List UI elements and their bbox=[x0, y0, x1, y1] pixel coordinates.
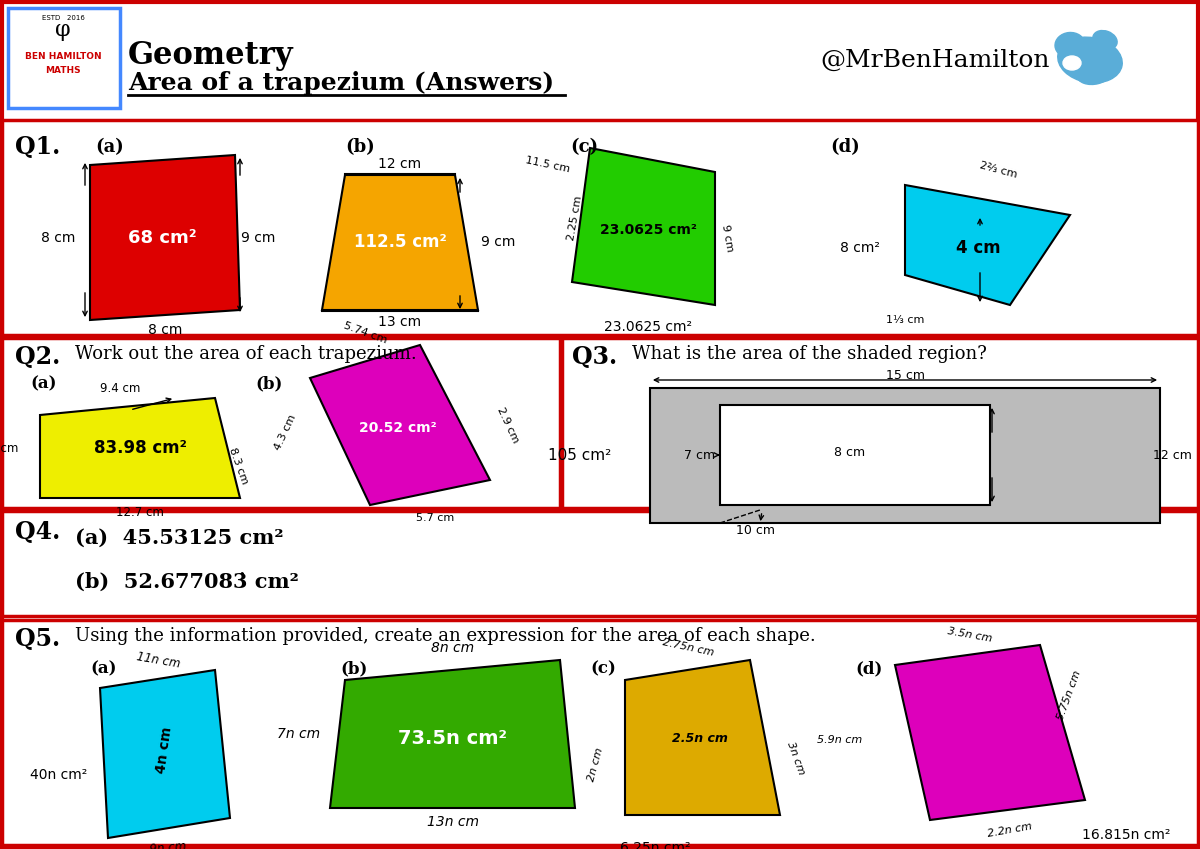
Text: 20.52 cm²: 20.52 cm² bbox=[359, 421, 437, 435]
Text: 2.9 cm: 2.9 cm bbox=[496, 406, 521, 445]
Text: 8 cm²: 8 cm² bbox=[840, 241, 880, 255]
Text: 5.9n cm: 5.9n cm bbox=[817, 735, 862, 745]
Text: 8 cm: 8 cm bbox=[148, 323, 182, 337]
Text: 2.2n cm: 2.2n cm bbox=[986, 821, 1033, 839]
FancyBboxPatch shape bbox=[720, 405, 990, 505]
Text: 3.5n cm: 3.5n cm bbox=[947, 627, 994, 644]
Text: 9n cm: 9n cm bbox=[149, 840, 187, 849]
Text: (c): (c) bbox=[570, 138, 598, 156]
Text: 12 cm: 12 cm bbox=[378, 157, 421, 171]
Text: 9 cm: 9 cm bbox=[481, 235, 515, 249]
Ellipse shape bbox=[1093, 31, 1117, 49]
Polygon shape bbox=[100, 670, 230, 838]
Text: (c): (c) bbox=[590, 660, 616, 677]
Polygon shape bbox=[40, 398, 240, 498]
FancyBboxPatch shape bbox=[2, 620, 1198, 845]
Text: MATHS: MATHS bbox=[46, 65, 80, 75]
Text: 8 cm: 8 cm bbox=[834, 446, 865, 458]
Text: 2.5n cm: 2.5n cm bbox=[672, 732, 728, 745]
Text: BEN HAMILTON: BEN HAMILTON bbox=[25, 52, 101, 60]
Text: 7 cm: 7 cm bbox=[684, 448, 715, 462]
Text: 13 cm: 13 cm bbox=[378, 315, 421, 329]
Ellipse shape bbox=[1075, 55, 1115, 85]
Text: 2.75n cm: 2.75n cm bbox=[661, 638, 715, 658]
Text: 11n cm: 11n cm bbox=[136, 649, 181, 670]
Polygon shape bbox=[625, 660, 780, 815]
Ellipse shape bbox=[1063, 56, 1081, 70]
Text: 2.25 cm: 2.25 cm bbox=[566, 194, 584, 241]
Text: 13n cm: 13n cm bbox=[427, 815, 479, 829]
Text: 9 cm: 9 cm bbox=[720, 223, 734, 252]
Text: 3n cm: 3n cm bbox=[785, 740, 806, 776]
Text: (a)  45.53125 cm²: (a) 45.53125 cm² bbox=[74, 528, 283, 548]
Text: 9.4 cm: 9.4 cm bbox=[100, 381, 140, 395]
FancyBboxPatch shape bbox=[2, 338, 560, 508]
Text: 83.98 cm²: 83.98 cm² bbox=[94, 439, 186, 457]
Ellipse shape bbox=[1057, 37, 1122, 83]
Text: 9 cm: 9 cm bbox=[241, 231, 275, 245]
Text: Work out the area of each trapezium.: Work out the area of each trapezium. bbox=[74, 345, 416, 363]
Text: 1⅓ cm: 1⅓ cm bbox=[886, 315, 924, 325]
Text: 12 cm: 12 cm bbox=[1152, 448, 1192, 462]
FancyBboxPatch shape bbox=[2, 120, 1198, 335]
Text: 7.6 cm: 7.6 cm bbox=[0, 441, 18, 454]
Polygon shape bbox=[330, 660, 575, 808]
Text: 16.815n cm²: 16.815n cm² bbox=[1081, 828, 1170, 842]
Polygon shape bbox=[90, 155, 240, 320]
Ellipse shape bbox=[1055, 32, 1085, 58]
Text: 6.25n cm²: 6.25n cm² bbox=[620, 841, 690, 849]
Text: Q3.: Q3. bbox=[572, 345, 617, 369]
Text: (a): (a) bbox=[30, 375, 56, 392]
Text: 40n cm²: 40n cm² bbox=[30, 768, 88, 782]
Text: Area of a trapezium (Answers): Area of a trapezium (Answers) bbox=[128, 71, 554, 95]
Text: (b)  52.677083̇ cm²: (b) 52.677083̇ cm² bbox=[74, 572, 299, 592]
Text: (b): (b) bbox=[346, 138, 374, 156]
Text: ESTD   2016: ESTD 2016 bbox=[42, 15, 84, 21]
Text: 7n cm: 7n cm bbox=[277, 727, 320, 741]
Polygon shape bbox=[905, 185, 1070, 305]
Text: 68 cm²: 68 cm² bbox=[127, 229, 197, 247]
Polygon shape bbox=[572, 148, 715, 305]
Text: Q1.: Q1. bbox=[14, 135, 60, 159]
Polygon shape bbox=[895, 645, 1085, 820]
Text: 4 cm: 4 cm bbox=[955, 239, 1001, 257]
Text: 23.0625 cm²: 23.0625 cm² bbox=[600, 223, 696, 237]
Text: 23.0625 cm²: 23.0625 cm² bbox=[604, 320, 692, 334]
Text: 8 cm: 8 cm bbox=[41, 231, 76, 245]
Text: (d): (d) bbox=[830, 138, 859, 156]
Text: Geometry: Geometry bbox=[128, 40, 294, 70]
Text: 2n cm: 2n cm bbox=[587, 747, 605, 783]
Text: @MrBenHamilton: @MrBenHamilton bbox=[820, 48, 1050, 71]
Text: 2⅔ cm: 2⅔ cm bbox=[979, 160, 1019, 180]
Text: 4.3 cm: 4.3 cm bbox=[272, 413, 298, 452]
Text: 5.75n cm: 5.75n cm bbox=[1055, 669, 1082, 722]
Text: φ: φ bbox=[55, 19, 71, 41]
FancyBboxPatch shape bbox=[562, 338, 1198, 508]
Text: 5.7 cm: 5.7 cm bbox=[416, 513, 454, 523]
Text: 73.5n cm²: 73.5n cm² bbox=[398, 728, 508, 747]
Polygon shape bbox=[322, 175, 478, 310]
Text: (b): (b) bbox=[256, 375, 282, 392]
Text: 10 cm: 10 cm bbox=[736, 524, 774, 537]
Text: 8n cm: 8n cm bbox=[432, 641, 474, 655]
FancyBboxPatch shape bbox=[8, 8, 120, 108]
Text: What is the area of the shaded region?: What is the area of the shaded region? bbox=[632, 345, 986, 363]
Text: Q4.: Q4. bbox=[14, 520, 60, 544]
Text: 5.74 cm: 5.74 cm bbox=[342, 321, 388, 346]
Text: (a): (a) bbox=[90, 660, 116, 677]
Polygon shape bbox=[310, 345, 490, 505]
Text: 105 cm²: 105 cm² bbox=[548, 447, 612, 463]
Text: 11.5 cm: 11.5 cm bbox=[524, 155, 571, 175]
Text: Q2.: Q2. bbox=[14, 345, 60, 369]
Text: 12.7 cm: 12.7 cm bbox=[116, 505, 164, 519]
Text: (a): (a) bbox=[95, 138, 124, 156]
Text: (d): (d) bbox=[854, 660, 882, 677]
Text: Q5.: Q5. bbox=[14, 627, 60, 651]
Text: Using the information provided, create an expression for the area of each shape.: Using the information provided, create a… bbox=[74, 627, 816, 645]
Text: (b): (b) bbox=[340, 660, 367, 677]
Text: 112.5 cm²: 112.5 cm² bbox=[354, 233, 446, 251]
Text: 8.3 cm: 8.3 cm bbox=[227, 447, 250, 486]
Text: 15 cm: 15 cm bbox=[886, 368, 924, 381]
FancyBboxPatch shape bbox=[2, 511, 1198, 616]
